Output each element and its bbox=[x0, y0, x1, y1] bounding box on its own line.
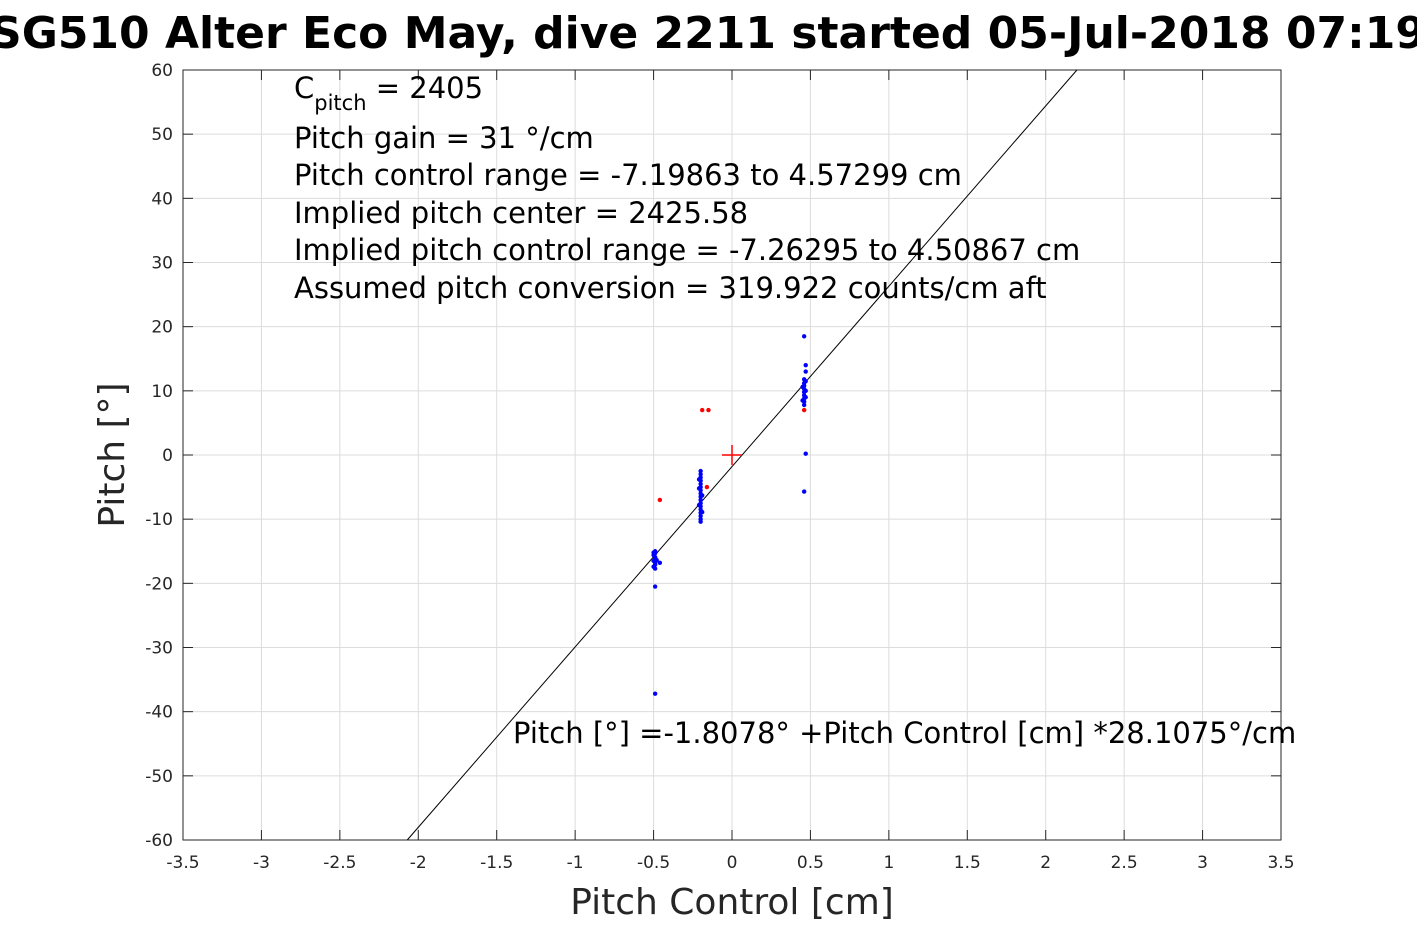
annotation-pitch-gain: Pitch gain = 31 °/cm bbox=[294, 121, 594, 155]
data-point bbox=[801, 407, 807, 413]
y-tick-label: -10 bbox=[145, 510, 173, 530]
data-point bbox=[652, 584, 658, 589]
y-tick-label: 30 bbox=[151, 254, 173, 274]
data-point bbox=[699, 407, 705, 413]
data-point bbox=[803, 388, 808, 394]
data-point bbox=[652, 566, 658, 571]
data-point bbox=[698, 481, 703, 487]
data-point bbox=[698, 497, 703, 503]
y-tick-label: 40 bbox=[151, 189, 173, 209]
data-point bbox=[698, 513, 703, 519]
x-tick-label: 0.5 bbox=[797, 853, 824, 873]
data-point bbox=[803, 395, 808, 400]
data-point bbox=[803, 369, 808, 374]
y-tick-label: 50 bbox=[151, 125, 173, 145]
annotation-implied-pitch-center: Implied pitch center = 2425.58 bbox=[294, 196, 748, 230]
y-tick-label: 60 bbox=[151, 61, 173, 81]
data-point bbox=[696, 486, 702, 491]
y-axis-label: Pitch [°] bbox=[92, 382, 133, 527]
data-point bbox=[657, 497, 663, 503]
y-tick-label: -50 bbox=[145, 767, 173, 787]
y-tick-label: 10 bbox=[151, 382, 173, 402]
annotation-cpitch-main: C bbox=[294, 71, 314, 105]
data-point bbox=[699, 493, 705, 498]
x-tick-label: 2 bbox=[1040, 853, 1051, 873]
data-point bbox=[803, 379, 808, 384]
data-points bbox=[651, 334, 808, 696]
data-point bbox=[699, 509, 705, 515]
annotation-pitch-conversion: Assumed pitch conversion = 319.922 count… bbox=[294, 271, 1047, 305]
data-point bbox=[698, 468, 703, 474]
x-tick-label: 2.5 bbox=[1111, 853, 1138, 873]
annotation-implied-control-range: Implied pitch control range = -7.26295 t… bbox=[294, 233, 1080, 267]
x-tick-label: 0 bbox=[727, 853, 738, 873]
y-tick-label: -40 bbox=[145, 703, 173, 723]
data-point bbox=[800, 384, 805, 390]
x-tick-label: 1 bbox=[883, 853, 894, 873]
fit-equation-label: Pitch [°] =-1.8078° +Pitch Control [cm] … bbox=[513, 716, 1296, 750]
x-tick-labels: -3.5 -3 -2.5 -2 -1.5 -1 -0.5 0 0.5 1 1.5 2 2.5 3 3.5 bbox=[166, 853, 1294, 873]
x-axis-label: Pitch Control [cm] bbox=[570, 882, 894, 923]
annotation-cpitch-value: = 2405 bbox=[367, 71, 484, 105]
data-point bbox=[800, 398, 805, 403]
x-tick-label: 3 bbox=[1197, 853, 1208, 873]
x-tick-label: -3 bbox=[253, 853, 270, 873]
data-point bbox=[654, 558, 659, 563]
x-tick-label: -1.5 bbox=[480, 853, 513, 873]
data-point bbox=[803, 362, 808, 368]
data-point bbox=[651, 550, 656, 555]
data-point bbox=[706, 407, 711, 413]
chart-title: SG510 Alter Eco May, dive 2211 started 0… bbox=[0, 8, 1417, 59]
x-tick-label: -2.5 bbox=[323, 853, 356, 873]
data-point bbox=[801, 334, 807, 339]
annotation-cpitch-sub: pitch bbox=[314, 91, 366, 115]
data-point bbox=[696, 477, 702, 482]
data-point bbox=[657, 560, 663, 565]
data-point bbox=[696, 502, 702, 508]
annotation-pitch-control-range: Pitch control range = -7.19863 to 4.5729… bbox=[294, 158, 962, 192]
y-tick-label: -30 bbox=[145, 639, 173, 659]
x-tick-label: -0.5 bbox=[637, 853, 670, 873]
x-tick-label: 3.5 bbox=[1267, 853, 1294, 873]
fit-line bbox=[406, 69, 1078, 841]
grid bbox=[182, 69, 1282, 841]
x-tick-label: -3.5 bbox=[166, 853, 199, 873]
data-point bbox=[801, 402, 807, 408]
data-point bbox=[698, 472, 703, 477]
x-tick-label: 1.5 bbox=[954, 853, 981, 873]
x-tick-label: -1 bbox=[567, 853, 584, 873]
y-tick-label: -20 bbox=[145, 574, 173, 594]
fit-line-group bbox=[406, 69, 1078, 841]
data-point bbox=[704, 484, 710, 490]
data-point bbox=[652, 691, 658, 696]
data-point bbox=[803, 451, 808, 456]
center-marker-group bbox=[722, 445, 742, 465]
annotation-cpitch: Cpitch = 2405 bbox=[294, 71, 483, 115]
axis-ticks bbox=[182, 69, 1282, 841]
y-tick-label: 0 bbox=[162, 446, 173, 466]
data-point bbox=[698, 519, 703, 524]
y-tick-labels: 60 50 40 30 20 10 0 -10 -20 -30 -40 -50 -60 bbox=[145, 61, 173, 851]
y-tick-label: -60 bbox=[145, 831, 173, 851]
x-tick-label: -2 bbox=[410, 853, 427, 873]
data-point bbox=[801, 489, 807, 494]
y-tick-label: 20 bbox=[151, 318, 173, 338]
